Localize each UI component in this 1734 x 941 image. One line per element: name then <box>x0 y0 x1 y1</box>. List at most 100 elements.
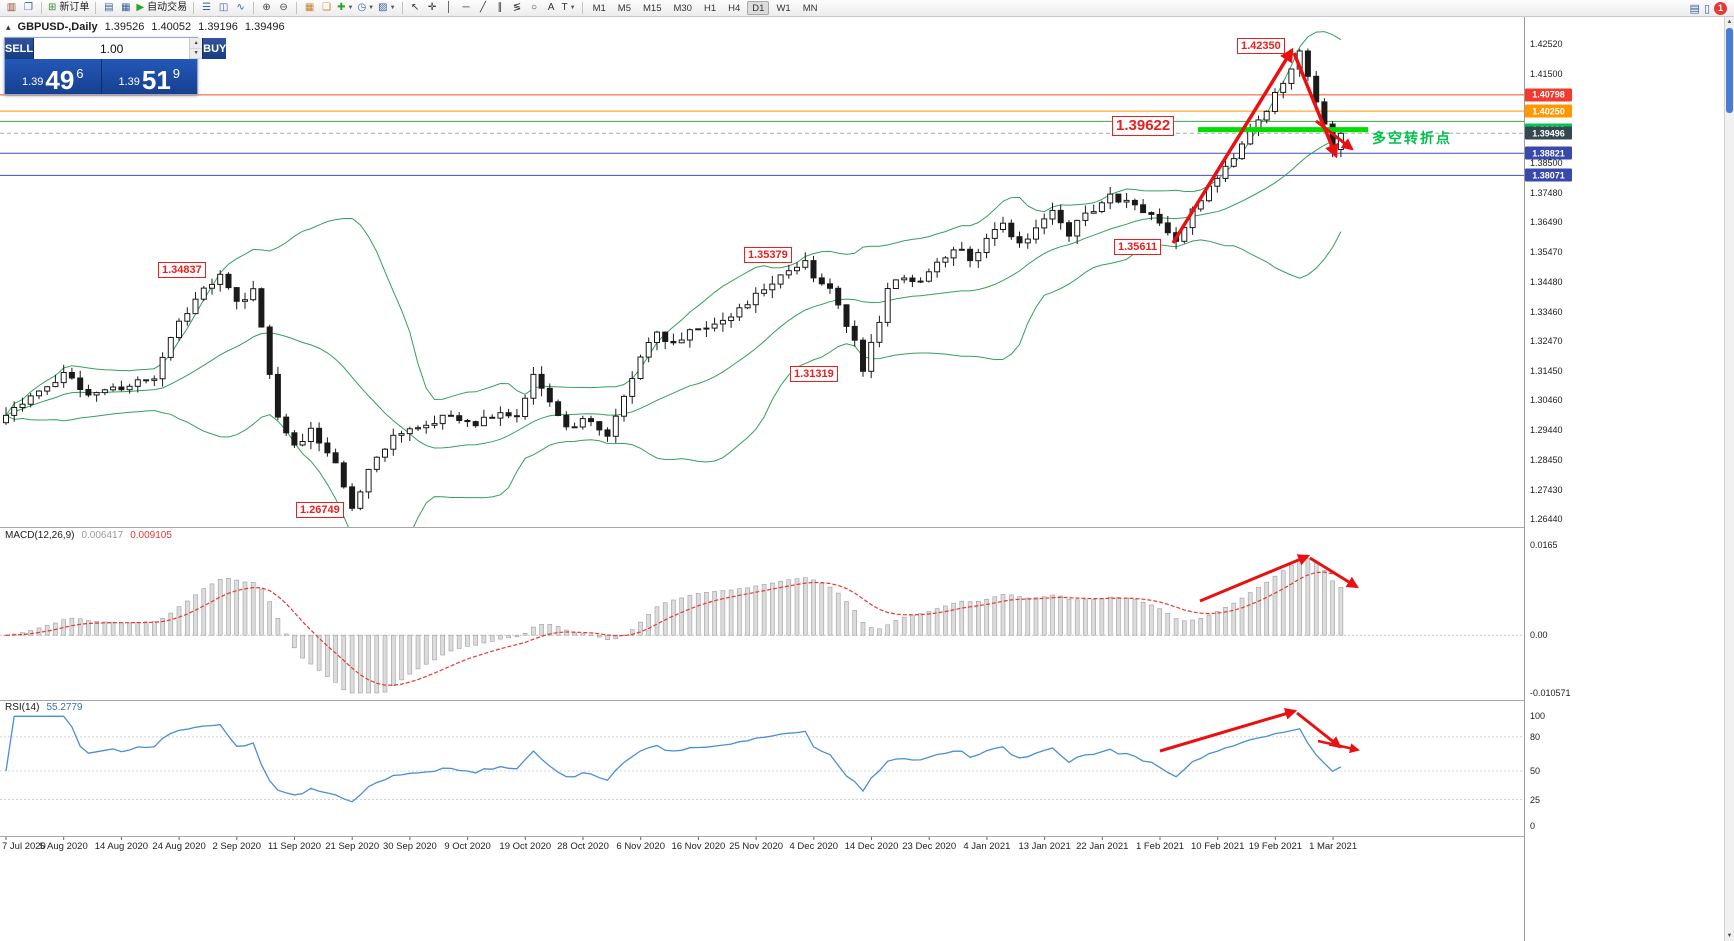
zoom-out-icon[interactable]: ⊖ <box>275 1 292 16</box>
date-axis-label: 23 Dec 2020 <box>902 841 957 852</box>
toolbar: ▥ ❐ ⊞ 新订单 ▤ ▦ ▶ 自动交易 ☰ ◫ ∿ ⊕ ⊖ ▦ ❏ ✚ ▼ ◷ ▼ ▨ ▼ ↖ ✛ │ ─ ╱ ∥ ≶ ○ A T ▼ M1 M… <box>0 0 1734 17</box>
notification-badge[interactable]: 1 <box>1714 1 1727 15</box>
price-axis-tick: 1.31450 <box>1530 366 1563 376</box>
periods-icon-glyph: ◷ <box>357 2 367 13</box>
date-axis-label: 16 Nov 2020 <box>671 841 726 852</box>
ohlc-open: 1.39526 <box>104 21 145 33</box>
date-axis-label: 4 Dec 2020 <box>789 841 839 852</box>
vertical-line-icon[interactable]: │ <box>441 1 458 16</box>
price-axis-box: 1.38821 <box>1525 146 1572 160</box>
sell-button[interactable]: SELL <box>5 38 35 59</box>
arrows-tool-icon-glyph: T <box>561 2 568 13</box>
price-annotation-label: 1.31319 <box>790 366 838 382</box>
cursor-icon[interactable]: ↖ <box>407 1 424 16</box>
candle-chart-icon[interactable]: ◫ <box>215 1 232 16</box>
volume-down-icon[interactable]: ▼ <box>190 48 203 59</box>
shapes-icon[interactable]: ○ <box>526 1 543 16</box>
price-axis-tick: 1.33460 <box>1530 306 1563 317</box>
buy-price-point: 9 <box>172 66 181 81</box>
price-axis-tick: 1.26440 <box>1530 514 1563 524</box>
tile-windows-icon[interactable]: ▦ <box>301 1 318 16</box>
auto-trading-button[interactable]: ▶ 自动交易 <box>134 1 189 16</box>
timeframe-h4-button[interactable]: H4 <box>728 2 741 14</box>
templates-icon-glyph: ▨ <box>378 2 388 13</box>
chevron-down-icon: ▼ <box>389 5 396 11</box>
horizontal-line-icon[interactable]: ─ <box>458 1 475 16</box>
text-icon[interactable]: A <box>543 1 560 16</box>
vertical-scrollbar[interactable]: ▲ ▼ <box>1724 17 1734 941</box>
date-axis-label: 11 Sep 2020 <box>267 841 322 852</box>
market-watch-icon[interactable]: ▤ <box>100 1 117 16</box>
chart-header: ▴ GBPUSD-,Daily 1.39526 1.40052 1.39196 … <box>6 21 285 33</box>
periods-icon[interactable]: ◷ ▼ <box>355 1 376 16</box>
panel-separator[interactable] <box>0 836 1724 837</box>
indicators-icon[interactable]: ✚ ▼ <box>335 1 355 16</box>
volume-up-icon[interactable]: ▲ <box>190 38 203 49</box>
profiles-icon[interactable]: ❐ <box>20 1 37 16</box>
templates-icon[interactable]: ▨ ▼ <box>376 1 397 16</box>
price-axis-tick: 1.38500 <box>1530 157 1563 168</box>
price-axis-tick: 1.41500 <box>1530 69 1563 80</box>
toolbar-separator <box>41 2 42 14</box>
price-axis-box: 1.40798 <box>1525 88 1572 102</box>
crosshair-icon[interactable]: ✛ <box>424 1 441 16</box>
panel-separator[interactable] <box>0 527 1724 528</box>
timeframe-w1-button[interactable]: W1 <box>776 2 791 14</box>
timeframe-m15-button[interactable]: M15 <box>643 2 662 14</box>
timeframe-m1-button[interactable]: M1 <box>592 2 606 14</box>
line-chart-icon-glyph: ∿ <box>236 2 245 13</box>
timeframe-m30-button[interactable]: M30 <box>673 2 692 14</box>
price-axis-box: 1.38071 <box>1525 168 1572 182</box>
rsi-indicator-label: RSI(14) 55.2779 <box>5 702 83 713</box>
macd-axis-tick: 0.00 <box>1530 630 1548 641</box>
alerts-icon[interactable]: ▤ <box>1689 2 1700 15</box>
price-axis-box: 1.40250 <box>1525 104 1572 118</box>
date-axis-label: 19 Oct 2020 <box>499 841 552 852</box>
scrollbar-down-arrow[interactable]: ▼ <box>1726 933 1733 939</box>
price-axis-tick: 1.34480 <box>1530 276 1563 287</box>
scrollbar-up-arrow[interactable]: ▲ <box>1726 19 1733 25</box>
toolbar-separator <box>401 2 403 14</box>
buy-price-figure: 1.39 <box>118 76 140 88</box>
price-axis-tick: 1.32470 <box>1530 335 1563 346</box>
timeframe-m5-button[interactable]: M5 <box>617 2 631 14</box>
line-chart-icon[interactable]: ∿ <box>232 1 249 16</box>
cascade-windows-icon-glyph: ❏ <box>322 2 332 13</box>
ohlc-close: 1.39496 <box>244 21 285 33</box>
scrollbar-thumb[interactable] <box>1726 28 1733 113</box>
chevron-down-icon: ▼ <box>347 5 354 11</box>
new-order-button[interactable]: ⊞ 新订单 <box>46 1 91 16</box>
data-window-icon[interactable]: ▦ <box>117 1 134 16</box>
buy-button[interactable]: BUY <box>202 38 227 59</box>
bar-chart-icon[interactable]: ☰ <box>198 1 215 16</box>
sell-price-point: 6 <box>76 66 84 81</box>
turning-point-label: 多空转折点 <box>1372 130 1452 146</box>
toolbar-right: ▤ ▯ 1 <box>1689 1 1731 15</box>
rsi-name: RSI(14) <box>5 702 40 713</box>
zoom-in-icon[interactable]: ⊕ <box>258 1 275 16</box>
buy-price[interactable]: 1.39 51 9 <box>102 59 198 94</box>
cascade-windows-icon[interactable]: ❏ <box>318 1 335 16</box>
toolbar-separator <box>193 2 195 14</box>
timeframe-d1-button[interactable]: D1 <box>747 1 770 15</box>
toolbar-separator <box>296 2 298 14</box>
trendline-icon[interactable]: ╱ <box>475 1 492 16</box>
rsi-axis-tick: 0 <box>1530 820 1536 831</box>
arrows-tool-icon[interactable]: T ▼ <box>560 1 578 16</box>
price-annotation-label: 1.39622 <box>1112 116 1175 136</box>
timeframe-mn-button[interactable]: MN <box>802 2 818 14</box>
date-axis-label: 24 Aug 2020 <box>152 841 206 852</box>
volume-input[interactable] <box>34 38 190 59</box>
sell-price[interactable]: 1.39 49 6 <box>5 59 102 94</box>
fibonacci-icon[interactable]: ≶ <box>509 1 526 16</box>
panel-separator[interactable] <box>0 700 1724 701</box>
date-axis-label: 28 Oct 2020 <box>557 841 609 852</box>
new-chart-icon[interactable]: ▥ <box>3 1 20 16</box>
channel-icon[interactable]: ∥ <box>492 1 509 16</box>
price-axis-tick: 1.42520 <box>1530 39 1563 49</box>
price-annotation-label: 1.34837 <box>158 262 206 278</box>
timeframe-h1-button[interactable]: H1 <box>703 2 717 14</box>
mobile-terminal-icon[interactable]: ▯ <box>1703 2 1710 15</box>
date-axis-label: 4 Jan 2021 <box>963 841 1011 852</box>
